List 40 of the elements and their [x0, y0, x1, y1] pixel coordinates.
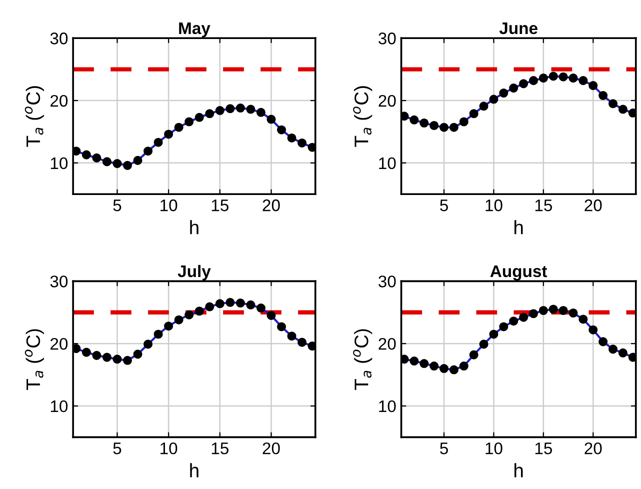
- y-tick-label: 20: [50, 338, 68, 350]
- chart-title: July: [178, 264, 211, 280]
- chart-title: May: [179, 22, 210, 38]
- y-tick-label: 20: [378, 94, 396, 107]
- x-tick-label: 10: [486, 442, 502, 454]
- x-axis-title: h: [190, 220, 198, 234]
- x-tick-label: 20: [262, 199, 280, 212]
- x-tick-label: 20: [584, 199, 602, 212]
- x-tick-label: 15: [212, 442, 228, 454]
- x-axis-title: h: [514, 220, 523, 234]
- y-tick-label: 20: [378, 338, 396, 350]
- chart-title: June: [499, 22, 538, 34]
- y-axis-title: T$_{a}$ ($^{o}$C): [24, 86, 44, 147]
- x-tick-label: 10: [160, 199, 178, 212]
- y-tick-label: 30: [50, 32, 68, 44]
- x-axis-title: h: [190, 463, 198, 478]
- y-tick-label: 10: [379, 400, 396, 412]
- x-tick-label: 10: [486, 199, 502, 212]
- y-tick-label: 10: [379, 157, 396, 170]
- x-tick-label: 5: [113, 200, 122, 212]
- y-tick-label: 10: [50, 400, 68, 412]
- x-tick-label: 20: [584, 442, 602, 454]
- y-axis-title: T$_{a}$ ($^{o}$C): [353, 329, 372, 390]
- x-tick-label: 5: [440, 200, 448, 212]
- y-axis-title: T$_{a}$ ($^{o}$C): [353, 86, 372, 147]
- y-tick-label: 20: [50, 94, 68, 107]
- x-tick-label: 5: [440, 442, 448, 454]
- y-tick-label: 10: [50, 157, 68, 170]
- x-tick-label: 10: [160, 442, 178, 454]
- x-tick-label: 20: [262, 442, 280, 454]
- y-tick-label: 30: [378, 276, 396, 288]
- x-tick-label: 5: [113, 442, 122, 454]
- x-axis-title: h: [514, 463, 523, 478]
- x-tick-label: 15: [212, 200, 228, 212]
- y-axis-title: T$_{a}$ ($^{o}$C): [24, 329, 44, 390]
- x-tick-label: 15: [535, 200, 552, 212]
- chart-title: August: [490, 266, 548, 281]
- x-tick-label: 15: [535, 442, 552, 454]
- y-tick-label: 30: [50, 276, 68, 288]
- y-tick-label: 30: [378, 32, 396, 44]
